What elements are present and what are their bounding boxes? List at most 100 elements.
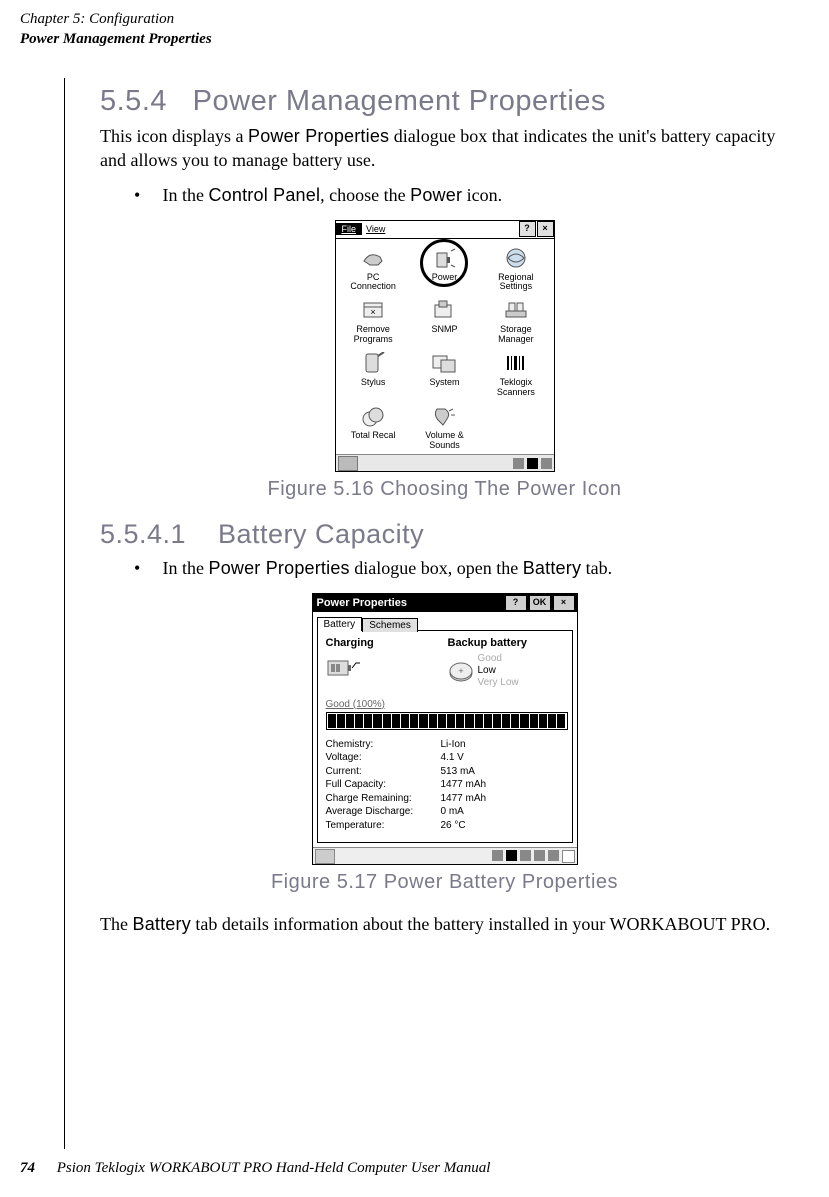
side-rule [64, 78, 65, 1149]
level-very-low: Very Low [478, 677, 519, 689]
charging-column: Charging [326, 637, 442, 689]
item-label: Power [409, 273, 480, 282]
progress-segment [438, 714, 446, 728]
menu-file[interactable]: File [336, 223, 363, 235]
tab-panel: Charging Backup battery [317, 630, 573, 844]
tray-icon[interactable] [506, 850, 517, 861]
close-button[interactable]: × [553, 595, 575, 611]
app-icon [358, 403, 388, 429]
close-button[interactable]: × [537, 221, 554, 237]
app-icon [429, 350, 459, 376]
property-value: Li-Ion [441, 738, 466, 752]
control-panel-item[interactable]: PCConnection [338, 243, 409, 294]
level-low: Low [478, 665, 519, 677]
system-tray [513, 458, 552, 469]
property-key: Charge Remaining: [326, 792, 441, 806]
figure-2-caption: Figure 5.17 Power Battery Properties [100, 871, 789, 894]
b2-pre: In the [163, 558, 209, 578]
property-row: Voltage:4.1 V [326, 751, 564, 765]
tray-icon[interactable] [527, 458, 538, 469]
item-label: Stylus [338, 378, 409, 387]
control-panel-item[interactable]: Stylus [338, 348, 409, 399]
item-label: SNMP [409, 325, 480, 334]
control-panel-item[interactable]: RegionalSettings [480, 243, 551, 294]
page-number: 74 [20, 1160, 35, 1176]
property-key: Average Discharge: [326, 805, 441, 819]
help-button[interactable]: ? [519, 221, 536, 237]
section-heading: 5.5.4 Power Management Properties [100, 85, 789, 118]
tray-icon[interactable] [534, 850, 545, 861]
start-button[interactable] [338, 456, 358, 471]
charging-header: Charging [326, 637, 442, 649]
property-list: Chemistry:Li-IonVoltage:4.1 VCurrent:513… [326, 738, 564, 833]
app-icon [429, 245, 459, 271]
control-panel-item[interactable]: Power [409, 243, 480, 294]
status-text: Good (100%) [326, 699, 564, 710]
property-value: 0 mA [441, 805, 464, 819]
backup-levels: Good Low Very Low [478, 653, 519, 689]
tab-battery[interactable]: Battery [317, 617, 363, 631]
property-row: Chemistry:Li-Ion [326, 738, 564, 752]
subsection-heading: 5.5.4.1 Battery Capacity [100, 519, 789, 550]
tray-icon[interactable] [513, 458, 524, 469]
tray-icon[interactable] [548, 850, 559, 861]
item-label: Settings [480, 282, 551, 291]
intro-paragraph: This icon displays a Power Properties di… [100, 124, 789, 173]
ok-button[interactable]: OK [529, 595, 551, 611]
tray-icon[interactable] [492, 850, 503, 861]
control-panel-item[interactable]: TeklogixScanners [480, 348, 551, 399]
help-button[interactable]: ? [505, 595, 527, 611]
progress-segment [475, 714, 483, 728]
b1-b1: Control Panel [208, 185, 320, 205]
tab-strip: Battery Schemes [313, 612, 577, 630]
control-panel-item[interactable]: ×RemovePrograms [338, 295, 409, 346]
menu-view[interactable]: View [362, 223, 389, 235]
control-panel-item[interactable]: StorageManager [480, 295, 551, 346]
progress-segment [355, 714, 363, 728]
progress-segment [557, 714, 565, 728]
section-number: 5.5.4 [100, 85, 167, 117]
chapter-label: Chapter 5: Configuration [20, 10, 212, 30]
closing-paragraph: The Battery tab details information abou… [100, 912, 789, 936]
closing-pre: The [100, 914, 132, 934]
tray-icon[interactable] [541, 458, 552, 469]
progress-segment [511, 714, 519, 728]
start-button[interactable] [315, 849, 335, 864]
property-value: 26 °C [441, 819, 466, 833]
tab-schemes[interactable]: Schemes [362, 618, 418, 632]
titlebar: Power Properties ? OK × [313, 594, 577, 612]
tray-icon[interactable] [520, 850, 531, 861]
progress-segment [548, 714, 556, 728]
closing-bold: Battery [132, 914, 190, 934]
control-panel-item[interactable]: Total Recal [338, 401, 409, 452]
progress-segment [337, 714, 345, 728]
bullet-2: In the Power Properties dialogue box, op… [134, 558, 789, 579]
window-title: Power Properties [317, 597, 407, 609]
progress-bar [326, 712, 568, 730]
footer-text: Psion Teklogix WORKABOUT PRO Hand-Held C… [57, 1160, 491, 1176]
b2-mid: dialogue box, open the [350, 558, 523, 578]
item-label: Programs [338, 335, 409, 344]
progress-segment [520, 714, 528, 728]
menubar: File View ? × [336, 221, 554, 239]
page-footer: 74 Psion Teklogix WORKABOUT PRO Hand-Hel… [20, 1160, 809, 1177]
page-header: Chapter 5: Configuration Power Managemen… [20, 10, 212, 49]
control-panel-item[interactable]: SNMP [409, 295, 480, 346]
control-panel-item[interactable]: Volume &Sounds [409, 401, 480, 452]
tray-icon[interactable] [562, 850, 575, 863]
progress-segment [373, 714, 381, 728]
progress-segment [447, 714, 455, 728]
backup-header: Backup battery [448, 637, 564, 649]
b2-post: tab. [581, 558, 612, 578]
property-key: Full Capacity: [326, 778, 441, 792]
app-icon [501, 245, 531, 271]
item-label: Total Recal [338, 431, 409, 440]
progress-segment [530, 714, 538, 728]
property-key: Current: [326, 765, 441, 779]
section-title: Power Management Properties [193, 85, 606, 117]
property-key: Temperature: [326, 819, 441, 833]
property-row: Charge Remaining:1477 mAh [326, 792, 564, 806]
control-panel-item[interactable]: System [409, 348, 480, 399]
progress-segment [383, 714, 391, 728]
progress-segment [484, 714, 492, 728]
